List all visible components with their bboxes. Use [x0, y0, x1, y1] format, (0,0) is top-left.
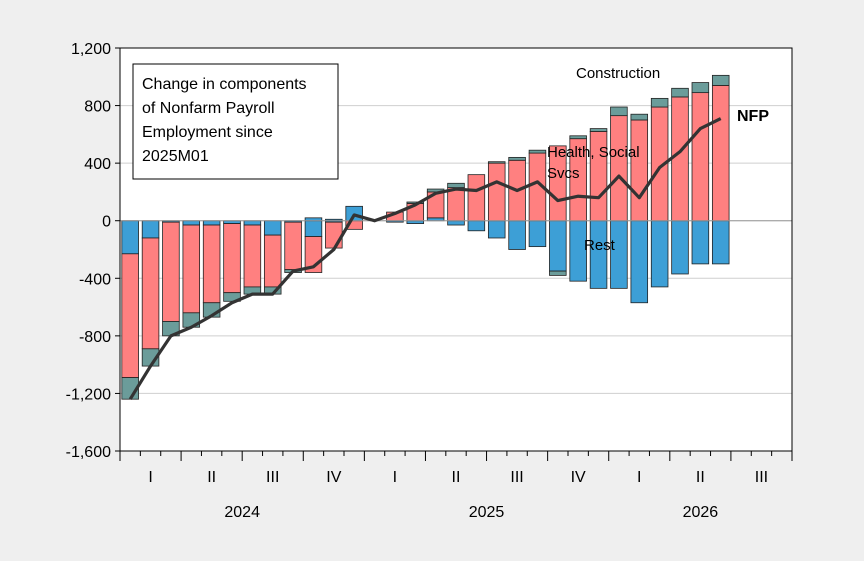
x-year-label: 2026: [683, 504, 719, 521]
bar-construction: [447, 182, 465, 189]
bar-health: [121, 253, 139, 378]
y-tick-label: 800: [84, 99, 111, 116]
bar-health: [691, 92, 710, 222]
bar-construction: [671, 87, 689, 98]
bar-rest: [202, 220, 221, 226]
nfp-line: [128, 117, 722, 401]
bar-health: [467, 174, 486, 222]
x-quarter-label: III: [266, 469, 279, 486]
bar-construction: [569, 135, 587, 140]
legend-box-frame: [132, 63, 339, 180]
legend-line-2: of Nonfarm Payroll: [142, 100, 275, 117]
bar-rest: [182, 220, 201, 226]
x-quarter-label: III: [755, 469, 768, 486]
x-quarter-label: I: [637, 469, 641, 486]
bar-construction: [650, 97, 669, 108]
bar-rest: [487, 220, 506, 239]
bar-rest: [589, 220, 608, 289]
bar-rest: [467, 220, 486, 232]
bar-health: [325, 221, 343, 249]
bar-construction: [528, 149, 547, 154]
bars: [121, 74, 730, 400]
legend-box: Change in components of Nonfarm Payroll …: [132, 63, 339, 180]
y-axis-ticks: 1,200 800 400 0 -400 -800 -1,200 -1,600: [66, 41, 120, 461]
x-quarter-label: I: [148, 469, 152, 486]
bar-health: [610, 115, 628, 222]
bar-rest: [243, 220, 262, 226]
bar-health: [711, 85, 730, 222]
bar-health: [243, 224, 262, 288]
x-quarter-label: IV: [571, 469, 586, 486]
legend-line-4: 2025M01: [142, 148, 209, 165]
annotation-health-line-2: Svcs: [547, 165, 580, 182]
bar-rest: [671, 220, 689, 275]
legend-line-3: Employment since: [142, 124, 273, 141]
bar-health: [223, 223, 241, 294]
y-tick-label: 0: [102, 214, 111, 231]
y-tick-label: -1,200: [66, 386, 111, 403]
bar-rest: [141, 220, 160, 239]
y-tick-label: 400: [84, 156, 111, 173]
legend-line-1: Change in components: [142, 76, 307, 93]
x-quarter-label: IV: [326, 469, 341, 486]
bar-rest: [630, 220, 649, 304]
x-year-label: 2024: [224, 504, 260, 521]
annotation-rest: Rest: [584, 237, 616, 254]
bar-rest: [528, 220, 547, 248]
bar-rest: [121, 220, 139, 255]
bar-rest: [447, 220, 465, 226]
bar-health: [447, 187, 465, 222]
bar-construction: [589, 128, 608, 132]
bar-construction: [549, 270, 567, 276]
y-tick-label: -400: [79, 271, 111, 288]
bar-health: [263, 234, 282, 288]
bar-construction: [508, 156, 526, 161]
x-quarter-label: II: [696, 469, 705, 486]
bar-health: [671, 96, 689, 222]
plot-frame: [119, 47, 793, 452]
bar-rest: [508, 220, 526, 250]
x-quarter-label: II: [207, 469, 216, 486]
bar-health: [162, 221, 180, 322]
annotation-construction: Construction: [576, 65, 660, 82]
y-tick-label: -800: [79, 329, 111, 346]
x-quarter-label: III: [510, 469, 523, 486]
bar-construction: [610, 106, 628, 117]
x-quarter-label: II: [452, 469, 461, 486]
bar-construction: [630, 113, 649, 121]
bar-health: [487, 162, 506, 222]
bar-rest: [691, 220, 710, 265]
bar-rest: [650, 220, 669, 288]
y-tick-label: 1,200: [71, 41, 111, 58]
x-year-label: 2025: [469, 504, 505, 521]
bar-rest: [263, 220, 282, 236]
bar-construction: [711, 74, 730, 86]
x-quarter-label: I: [393, 469, 397, 486]
bar-rest: [711, 220, 730, 265]
annotation-nfp: NFP: [737, 108, 769, 125]
bar-rest: [549, 220, 567, 272]
bar-health: [284, 221, 302, 271]
bar-rest: [610, 220, 628, 289]
bar-rest: [304, 220, 323, 237]
bar-construction: [691, 82, 710, 94]
annotation-health-line-1: Health, Social: [547, 144, 640, 161]
y-tick-label: -1,600: [66, 444, 111, 461]
bar-health: [202, 224, 221, 304]
bar-health: [630, 119, 649, 222]
bar-construction: [487, 161, 506, 164]
bar-health: [141, 237, 160, 350]
bar-health: [182, 224, 201, 314]
